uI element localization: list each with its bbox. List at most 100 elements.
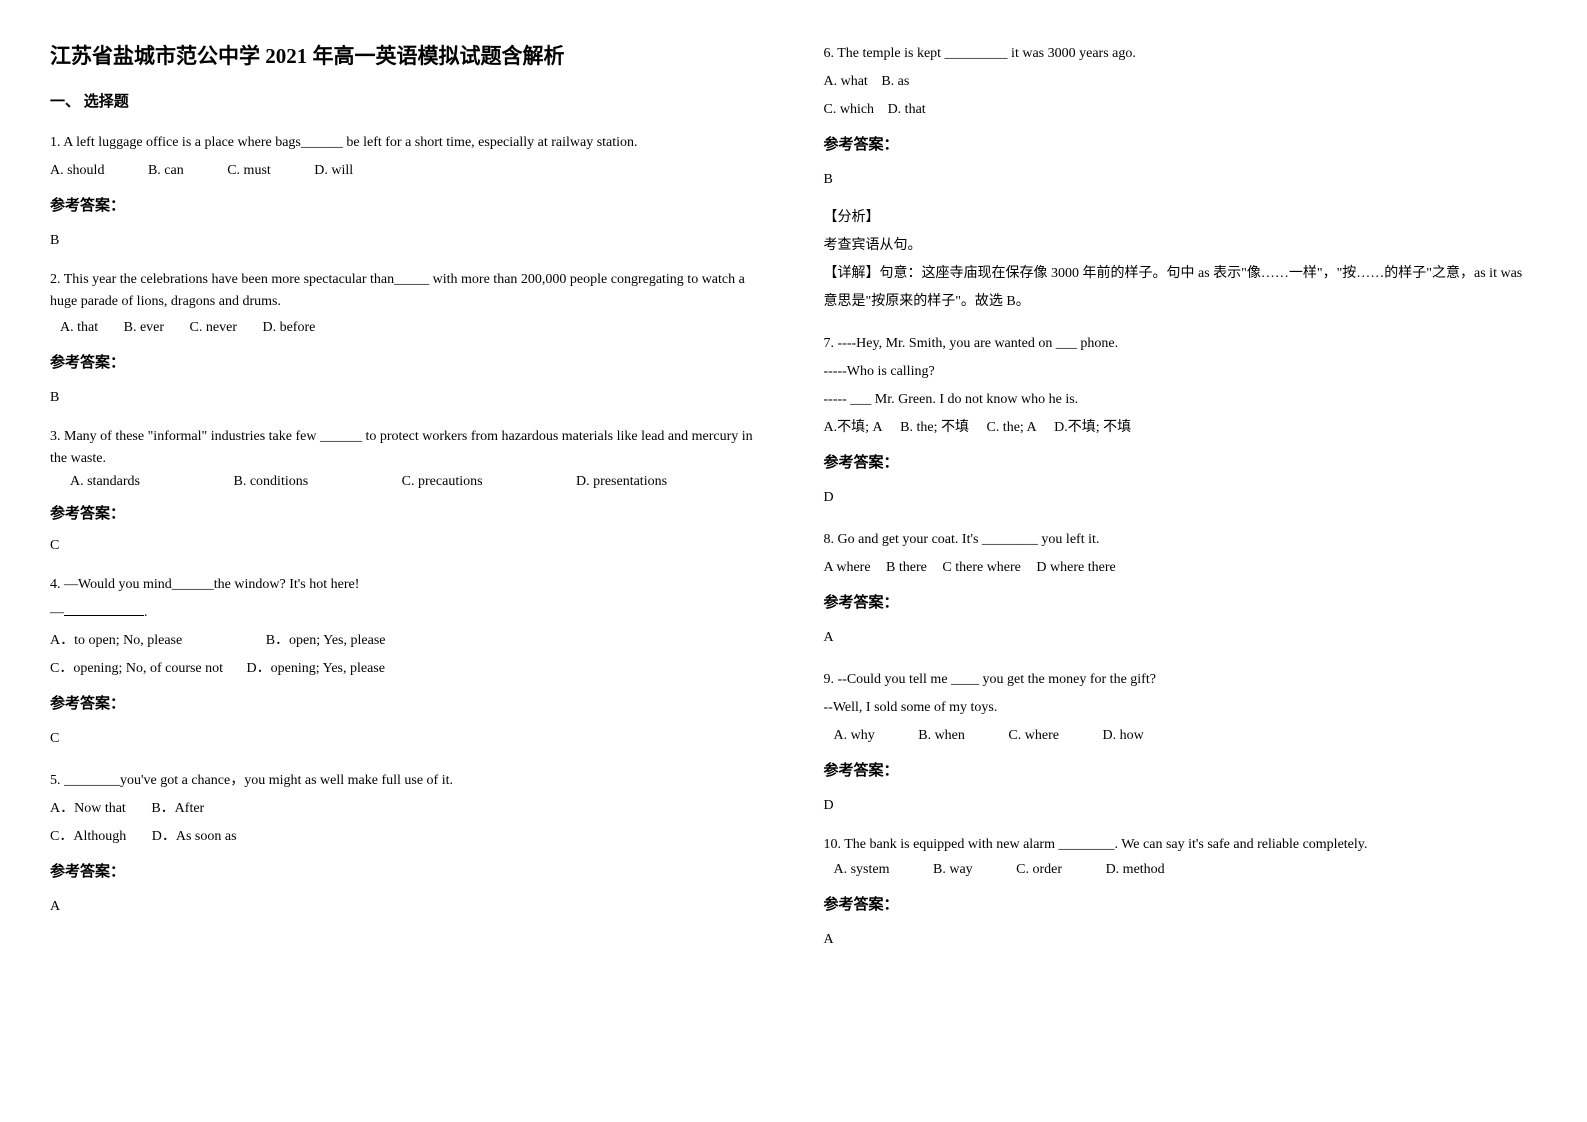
blank-underline (64, 615, 144, 616)
options-row: A where B there C there where D where th… (824, 554, 1538, 582)
answer-value: D (824, 484, 1538, 512)
dash-prefix: — (50, 605, 64, 620)
option-b: B there (886, 554, 927, 582)
options-row-2: C．opening; No, of course not D．opening; … (50, 655, 764, 683)
option-b: B. ever (124, 314, 164, 342)
question-text: 5. ________you've got a chance，you might… (50, 767, 764, 795)
section-header: 一、 选择题 (50, 90, 764, 111)
option-d: D. how (1102, 728, 1143, 743)
question-9: 9. --Could you tell me ____ you get the … (824, 666, 1538, 820)
answer-value: A (50, 893, 764, 921)
option-d: D. presentations (576, 474, 667, 489)
option-b: B. the; 不填 (900, 414, 969, 442)
question-line-3: ----- ___ Mr. Green. I do not know who h… (824, 386, 1538, 414)
option-a: A. should (50, 157, 104, 185)
answer-label: 参考答案： (824, 448, 1538, 478)
option-c: C. where (1008, 722, 1059, 750)
answer-label: 参考答案： (824, 130, 1538, 160)
option-b: B. conditions (234, 471, 309, 493)
question-line-2: —. (50, 599, 764, 627)
question-line-2: -----Who is calling? (824, 358, 1538, 386)
option-a: A. why (834, 722, 875, 750)
option-b: B. can (148, 157, 184, 185)
option-d: D. before (262, 314, 315, 342)
question-text: 1. A left luggage office is a place wher… (50, 129, 764, 157)
option-d: D. will (314, 157, 353, 185)
option-a: A. that (60, 314, 98, 342)
answer-value: C (50, 725, 764, 753)
option-c: C. precautions (402, 471, 483, 493)
question-line-1: 4. —Would you mind______the window? It's… (50, 571, 764, 599)
answer-value: B (50, 227, 764, 255)
option-a: A.不填; A (824, 414, 883, 442)
question-text: 6. The temple is kept _________ it was 3… (824, 40, 1538, 68)
answer-label: 参考答案： (50, 499, 764, 529)
options-row: A. should B. can C. must D. will (50, 157, 764, 185)
option-d: D．opening; Yes, please (247, 661, 385, 676)
answer-label: 参考答案： (50, 689, 764, 719)
option-a: A．to open; No, please (50, 627, 182, 655)
analysis-line: 考查宾语从句。 (824, 232, 1538, 260)
question-10: 10. The bank is equipped with new alarm … (824, 834, 1538, 954)
option-b: B. way (933, 856, 973, 884)
answer-value: A (824, 624, 1538, 652)
option-d: D. method (1106, 862, 1165, 877)
detail-line: 【详解】句意：这座寺庙现在保存像 3000 年前的样子。句中 as 表示"像……… (824, 260, 1538, 316)
options-row: A. system B. way C. order D. method (824, 856, 1538, 884)
question-text: 10. The bank is equipped with new alarm … (824, 834, 1538, 856)
option-b: B. as (881, 74, 909, 89)
question-line-1: 9. --Could you tell me ____ you get the … (824, 666, 1538, 694)
option-c: C. the; A (986, 414, 1036, 442)
option-c: C. must (227, 157, 271, 185)
options-row: A.不填; A B. the; 不填 C. the; A D.不填; 不填 (824, 414, 1538, 442)
question-5: 5. ________you've got a chance，you might… (50, 767, 764, 921)
options-row-2: C. which D. that (824, 96, 1538, 124)
question-7: 7. ----Hey, Mr. Smith, you are wanted on… (824, 330, 1538, 512)
question-text: 3. Many of these "informal" industries t… (50, 426, 764, 471)
options-row-1: A．to open; No, please B．open; Yes, pleas… (50, 627, 764, 655)
option-c: C．opening; No, of course not (50, 655, 223, 683)
analysis-tag: 【分析】 (824, 204, 1538, 232)
page-container: 江苏省盐城市范公中学 2021 年高一英语模拟试题含解析 一、 选择题 1. A… (50, 40, 1537, 968)
question-1: 1. A left luggage office is a place wher… (50, 129, 764, 255)
question-6: 6. The temple is kept _________ it was 3… (824, 40, 1538, 316)
answer-label: 参考答案： (824, 588, 1538, 618)
option-a: A where (824, 554, 871, 582)
option-b: B．After (151, 795, 204, 823)
answer-value: B (824, 166, 1538, 194)
answer-label: 参考答案： (824, 890, 1538, 920)
option-a: A. standards (70, 471, 140, 493)
question-3: 3. Many of these "informal" industries t… (50, 426, 764, 558)
option-c: C there where (942, 554, 1021, 582)
option-c: C．Although (50, 823, 126, 851)
answer-value: C (50, 535, 764, 557)
option-c: C. which (824, 96, 875, 124)
question-2: 2. This year the celebrations have been … (50, 269, 764, 412)
question-line-2: --Well, I sold some of my toys. (824, 694, 1538, 722)
option-c: C. order (1016, 856, 1062, 884)
option-b: B．open; Yes, please (266, 633, 386, 648)
options-row-1: A．Now that B．After (50, 795, 764, 823)
option-a: A. what (824, 68, 868, 96)
option-d: D. that (888, 102, 926, 117)
answer-value: A (824, 926, 1538, 954)
answer-label: 参考答案： (824, 756, 1538, 786)
options-row-1: A. what B. as (824, 68, 1538, 96)
answer-label: 参考答案： (50, 348, 764, 378)
options-row: A. standards B. conditions C. precaution… (50, 471, 764, 493)
options-row-2: C．Although D．As soon as (50, 823, 764, 851)
option-d: D．As soon as (152, 823, 237, 851)
left-column: 江苏省盐城市范公中学 2021 年高一英语模拟试题含解析 一、 选择题 1. A… (50, 40, 764, 968)
right-column: 6. The temple is kept _________ it was 3… (824, 40, 1538, 968)
answer-value: B (50, 384, 764, 412)
option-d: D.不填; 不填 (1054, 420, 1131, 435)
question-text: 8. Go and get your coat. It's ________ y… (824, 526, 1538, 554)
document-title: 江苏省盐城市范公中学 2021 年高一英语模拟试题含解析 (50, 40, 764, 70)
answer-value: D (824, 792, 1538, 820)
question-4: 4. —Would you mind______the window? It's… (50, 571, 764, 753)
option-a: A. system (834, 856, 890, 884)
question-text: 2. This year the celebrations have been … (50, 269, 764, 314)
answer-label: 参考答案： (50, 191, 764, 221)
options-row: A. why B. when C. where D. how (824, 722, 1538, 750)
question-8: 8. Go and get your coat. It's ________ y… (824, 526, 1538, 652)
